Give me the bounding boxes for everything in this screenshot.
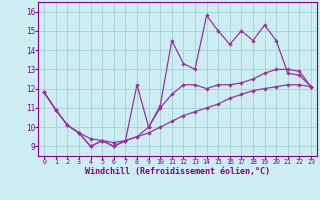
X-axis label: Windchill (Refroidissement éolien,°C): Windchill (Refroidissement éolien,°C) (85, 167, 270, 176)
